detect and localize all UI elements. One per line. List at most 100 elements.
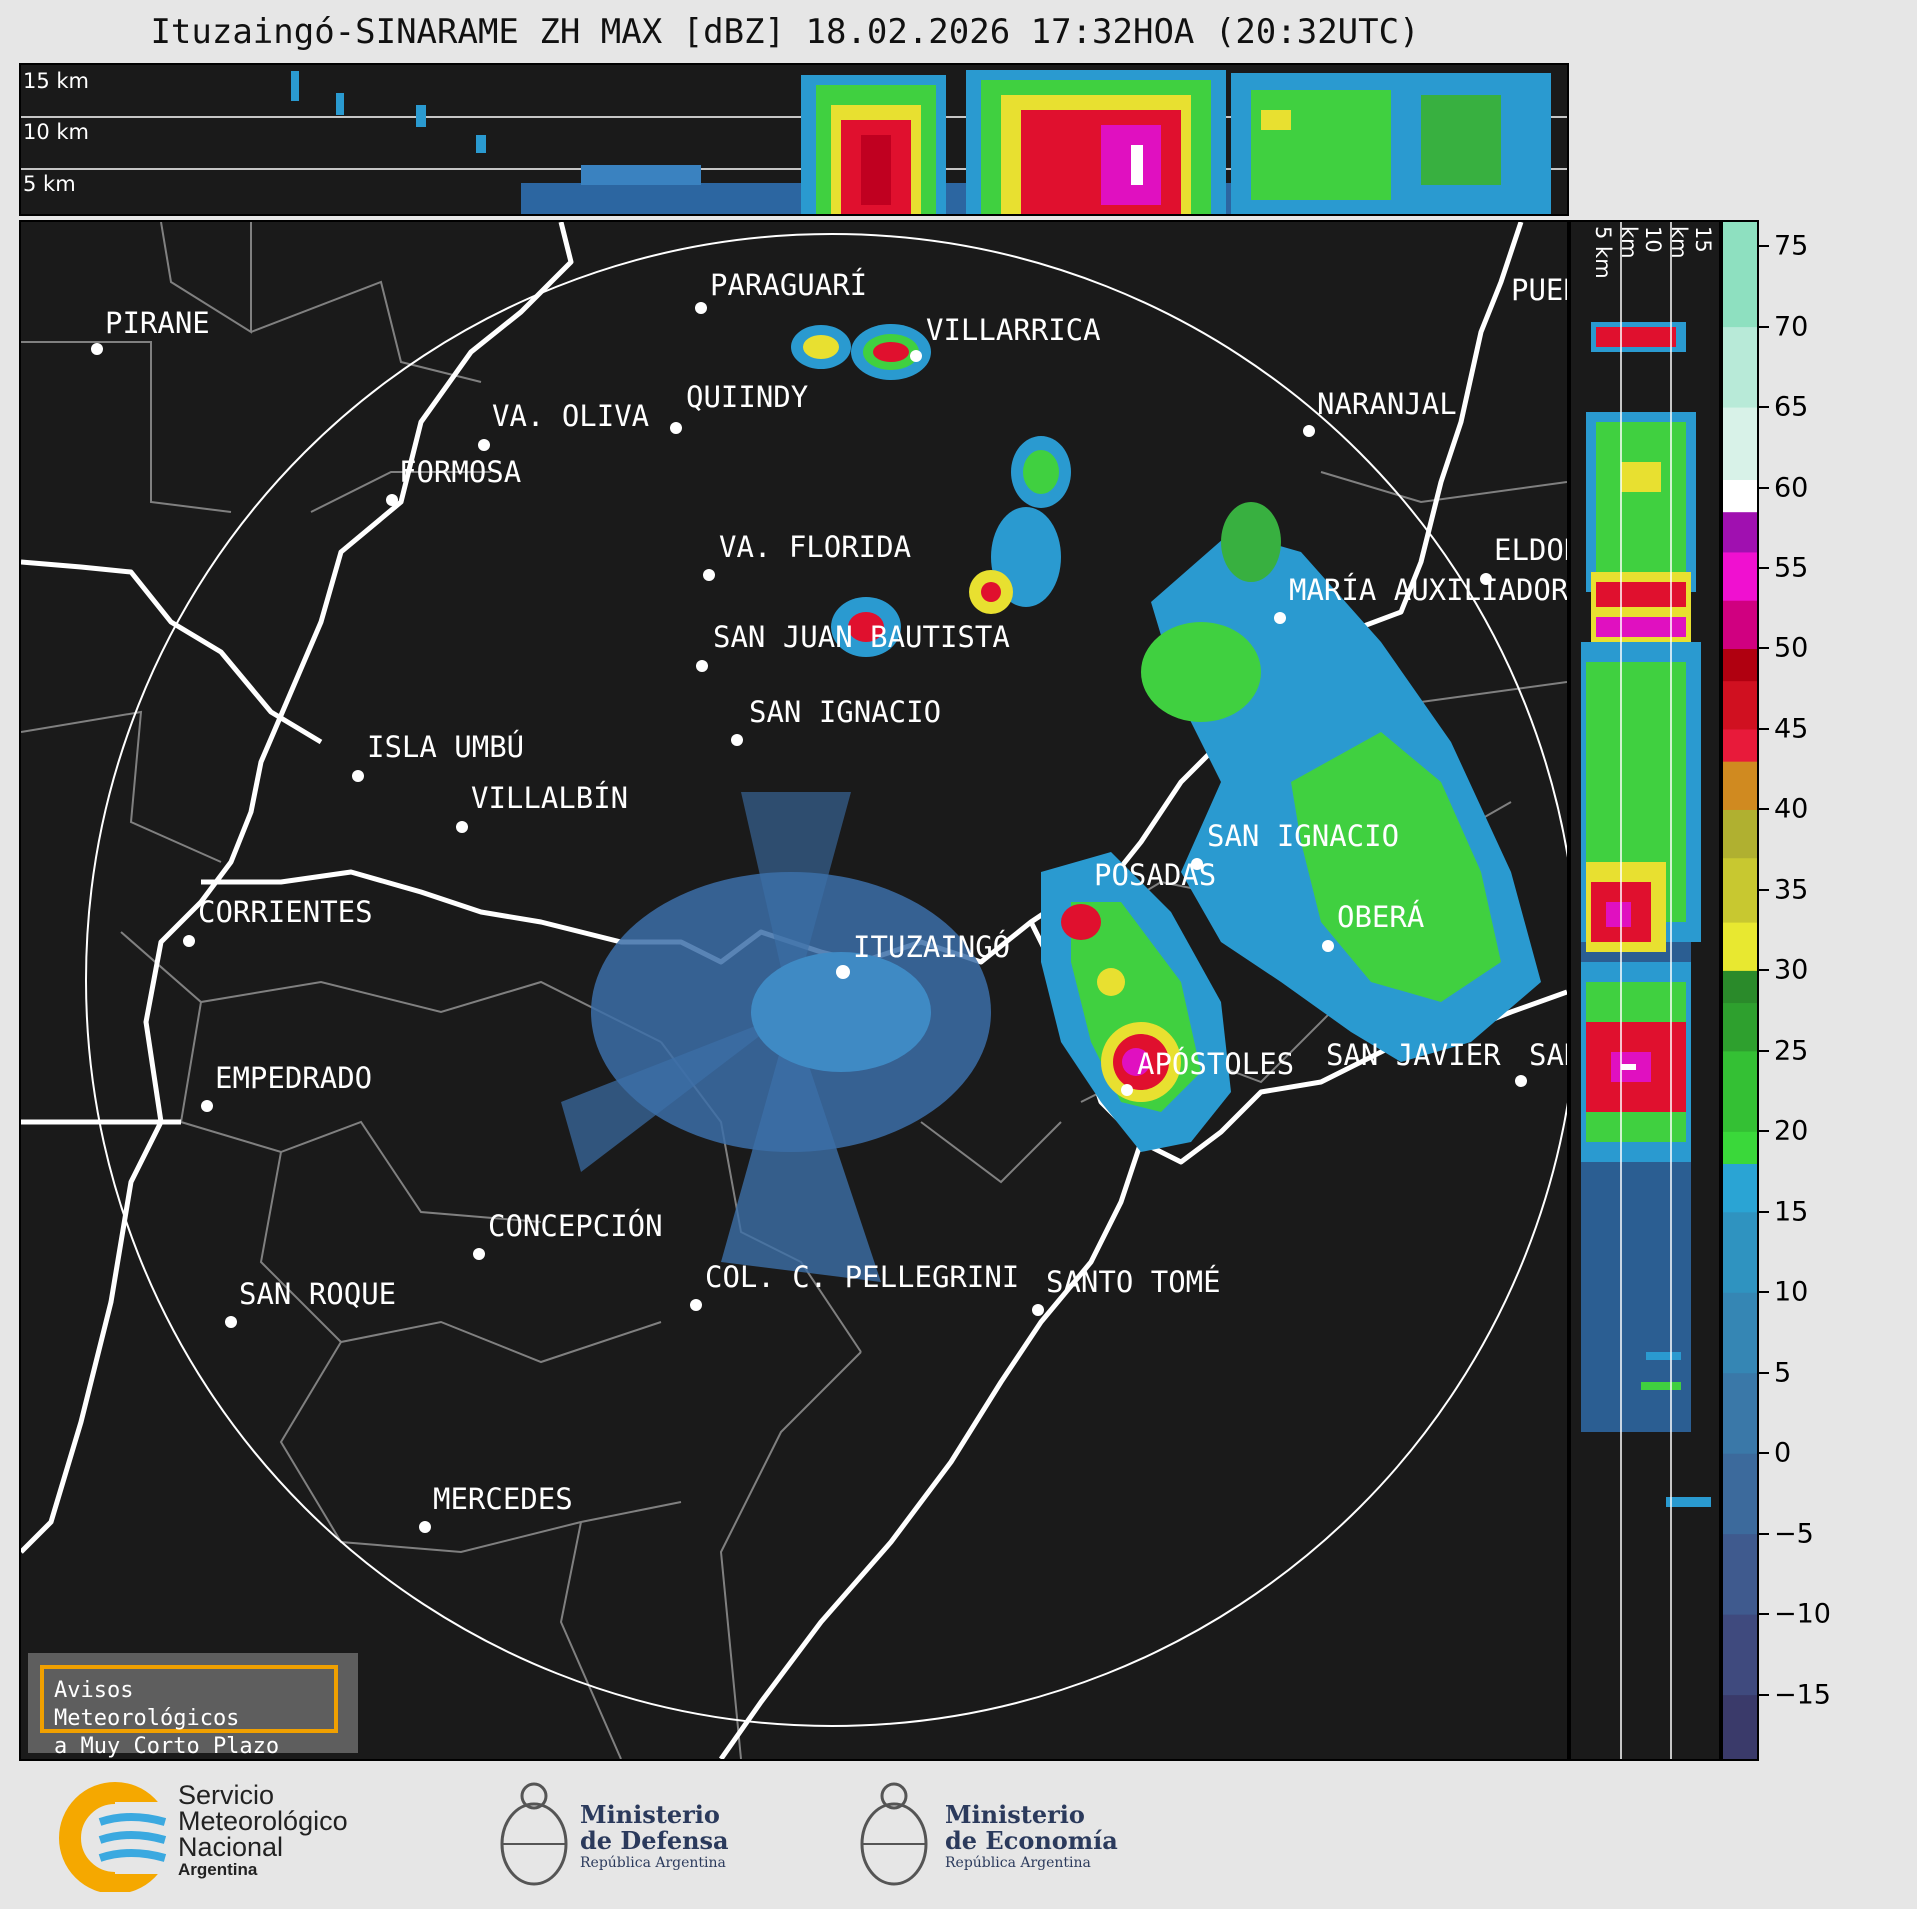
defensa-logo: Ministerio de Defensa República Argentin… xyxy=(495,1774,755,1899)
colorbar-band xyxy=(1723,1533,1757,1615)
colorbar-tick-label: 70 xyxy=(1774,311,1809,343)
warning-line-2: a Muy Corto Plazo xyxy=(54,1734,280,1759)
colorbar-tick xyxy=(1759,1291,1769,1294)
colorbar-band xyxy=(1723,970,1757,1004)
colorbar-tick-label: 65 xyxy=(1774,391,1809,423)
colorbar-tick-label: 15 xyxy=(1774,1196,1809,1228)
city-label: CONCEPCIÓN xyxy=(488,1209,663,1243)
colorbar-tick xyxy=(1759,567,1769,570)
colorbar-band xyxy=(1723,648,1757,682)
colorbar-tick-label: 25 xyxy=(1774,1035,1809,1067)
colorbar-tick xyxy=(1759,245,1769,248)
colorbar-tick-label: 50 xyxy=(1774,632,1809,664)
city-label: ISLA UMBÚ xyxy=(367,730,524,764)
city-label: POSADAS xyxy=(1094,858,1216,892)
city-label: VA. OLIVA xyxy=(492,399,649,433)
side-height-label-10km: 10 km xyxy=(1617,226,1665,259)
city-label: SANTO TOMÉ xyxy=(1046,1265,1221,1299)
defensa-line-1: Ministerio xyxy=(580,1800,720,1829)
smn-line-3: Nacional xyxy=(178,1832,284,1862)
warning-line-1: Avisos Meteorológicos xyxy=(54,1678,240,1731)
city-label: PIRANE xyxy=(105,306,210,340)
colorbar-band xyxy=(1723,809,1757,859)
city-label: MARÍA AUXILIADOR xyxy=(1289,573,1567,607)
national-borders xyxy=(21,222,1567,1759)
smn-emblem-icon xyxy=(59,1782,175,1892)
city-label: SAN ROQUE xyxy=(239,1277,396,1311)
colorbar-band xyxy=(1723,680,1757,730)
colorbar-tick-label: 0 xyxy=(1774,1437,1792,1469)
colorbar-tick-label: 60 xyxy=(1774,472,1809,504)
colorbar-band xyxy=(1723,479,1757,513)
colorbar-tick-label: 5 xyxy=(1774,1357,1792,1389)
defensa-line-2: de Defensa xyxy=(580,1826,729,1855)
colorbar-band xyxy=(1723,1211,1757,1293)
warning-frame: Avisos Meteorológicos a Muy Corto Plazo xyxy=(40,1665,338,1759)
colorbar-tick xyxy=(1759,727,1769,730)
colorbar-tick-label: 30 xyxy=(1774,954,1809,986)
colorbar-tick-label: 55 xyxy=(1774,552,1809,584)
colorbar-tick xyxy=(1759,888,1769,891)
city-label: ELDOR xyxy=(1494,533,1567,567)
colorbar-tick xyxy=(1759,486,1769,489)
warning-box[interactable]: Avisos Meteorológicos a Muy Corto Plazo xyxy=(28,1653,358,1759)
colorbar-gradient xyxy=(1723,222,1757,1759)
city-label: NARANJAL xyxy=(1317,387,1457,421)
city-label: SAN xyxy=(1529,1038,1567,1072)
colorbar-tick-label: 45 xyxy=(1774,713,1809,745)
city-label: APÓSTOLES xyxy=(1137,1047,1294,1081)
economia-line-2: de Economía xyxy=(945,1826,1118,1855)
height-label-15km: 15 km xyxy=(23,69,90,93)
city-labels: PARAGUARÍ VILLARRICA PIRANE QUIINDY VA. … xyxy=(105,268,1567,1516)
side-height-label-15km: 15 km xyxy=(1667,226,1715,259)
city-label: ITUZAINGÓ xyxy=(853,930,1010,964)
colorbar-band xyxy=(1723,1050,1757,1132)
colorbar-tick xyxy=(1759,1210,1769,1213)
city-label: VILLALBÍN xyxy=(471,781,628,815)
colorbar-tick xyxy=(1759,808,1769,811)
economia-logo: Ministerio de Economía República Argenti… xyxy=(855,1774,1135,1899)
colorbar xyxy=(1721,220,1759,1761)
colorbar-band xyxy=(1723,1372,1757,1454)
colorbar-band xyxy=(1723,326,1757,408)
colorbar-band xyxy=(1723,1163,1757,1213)
reflectivity-field xyxy=(561,324,1541,1282)
colorbar-tick-label: −5 xyxy=(1774,1518,1814,1550)
colorbar-tick xyxy=(1759,406,1769,409)
side-height-label-5km: 5 km xyxy=(1591,226,1615,279)
city-label: COL. C. PELLEGRINI xyxy=(705,1260,1019,1294)
colorbar-tick xyxy=(1759,647,1769,650)
smn-logo: Servicio Meteorológico Nacional Argentin… xyxy=(55,1782,395,1892)
colorbar-tick-label: 35 xyxy=(1774,874,1809,906)
colorbar-band xyxy=(1723,1002,1757,1052)
colorbar-tick xyxy=(1759,1452,1769,1455)
city-label: OBERÁ xyxy=(1337,900,1424,934)
city-label: PARAGUARÍ xyxy=(710,268,867,302)
coat-of-arms-icon xyxy=(860,1782,928,1886)
colorbar-band xyxy=(1723,1292,1757,1374)
city-label: SAN JAVIER xyxy=(1326,1038,1501,1072)
side-panel-echoes xyxy=(1581,222,1711,1759)
radar-map: PARAGUARÍ VILLARRICA PIRANE QUIINDY VA. … xyxy=(19,220,1569,1761)
city-label: SAN JUAN BAUTISTA xyxy=(713,620,1010,654)
city-label: VILLARRICA xyxy=(926,313,1101,347)
colorbar-tick xyxy=(1759,1693,1769,1696)
colorbar-band xyxy=(1723,1131,1757,1165)
coverage-ring xyxy=(85,233,1567,1727)
economia-line-1: Ministerio xyxy=(945,1800,1085,1829)
colorbar-band xyxy=(1723,551,1757,601)
top-height-panel: 15 km 10 km 5 km xyxy=(19,63,1569,216)
colorbar-tick-label: 75 xyxy=(1774,230,1809,262)
colorbar-band xyxy=(1723,407,1757,481)
colorbar-tick xyxy=(1759,1049,1769,1052)
colorbar-band xyxy=(1723,1694,1757,1759)
colorbar-tick xyxy=(1759,1532,1769,1535)
colorbar-band xyxy=(1723,600,1757,649)
colorbar-band xyxy=(1723,761,1757,810)
colorbar-band xyxy=(1723,511,1757,553)
chart-title: Ituzaingó-SINARAME ZH MAX [dBZ] 18.02.20… xyxy=(150,12,1420,52)
city-label: PUER xyxy=(1511,273,1567,307)
colorbar-band xyxy=(1723,1453,1757,1535)
smn-line-2: Meteorológico xyxy=(178,1806,348,1836)
defensa-line-3: República Argentina xyxy=(580,1855,726,1871)
